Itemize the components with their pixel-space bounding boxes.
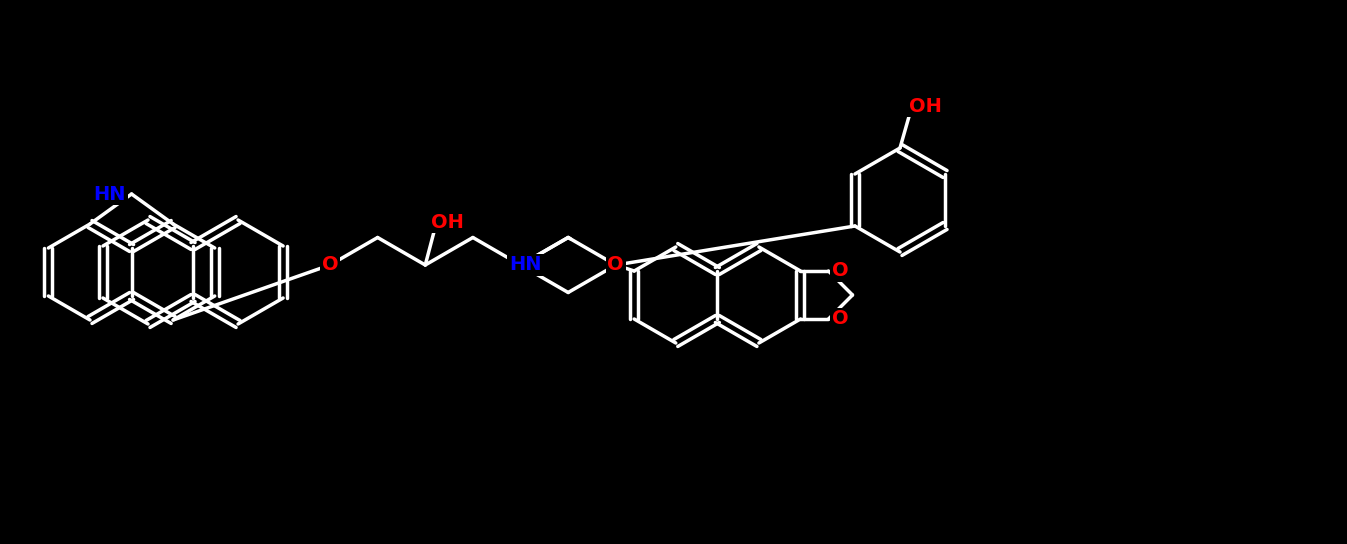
Text: O: O <box>322 256 338 275</box>
Text: HN: HN <box>93 184 125 203</box>
Text: OH: OH <box>909 96 942 115</box>
Text: O: O <box>832 262 849 281</box>
Text: OH: OH <box>431 213 463 232</box>
Text: HN: HN <box>509 256 541 275</box>
Text: O: O <box>607 256 624 275</box>
Text: O: O <box>832 310 849 329</box>
